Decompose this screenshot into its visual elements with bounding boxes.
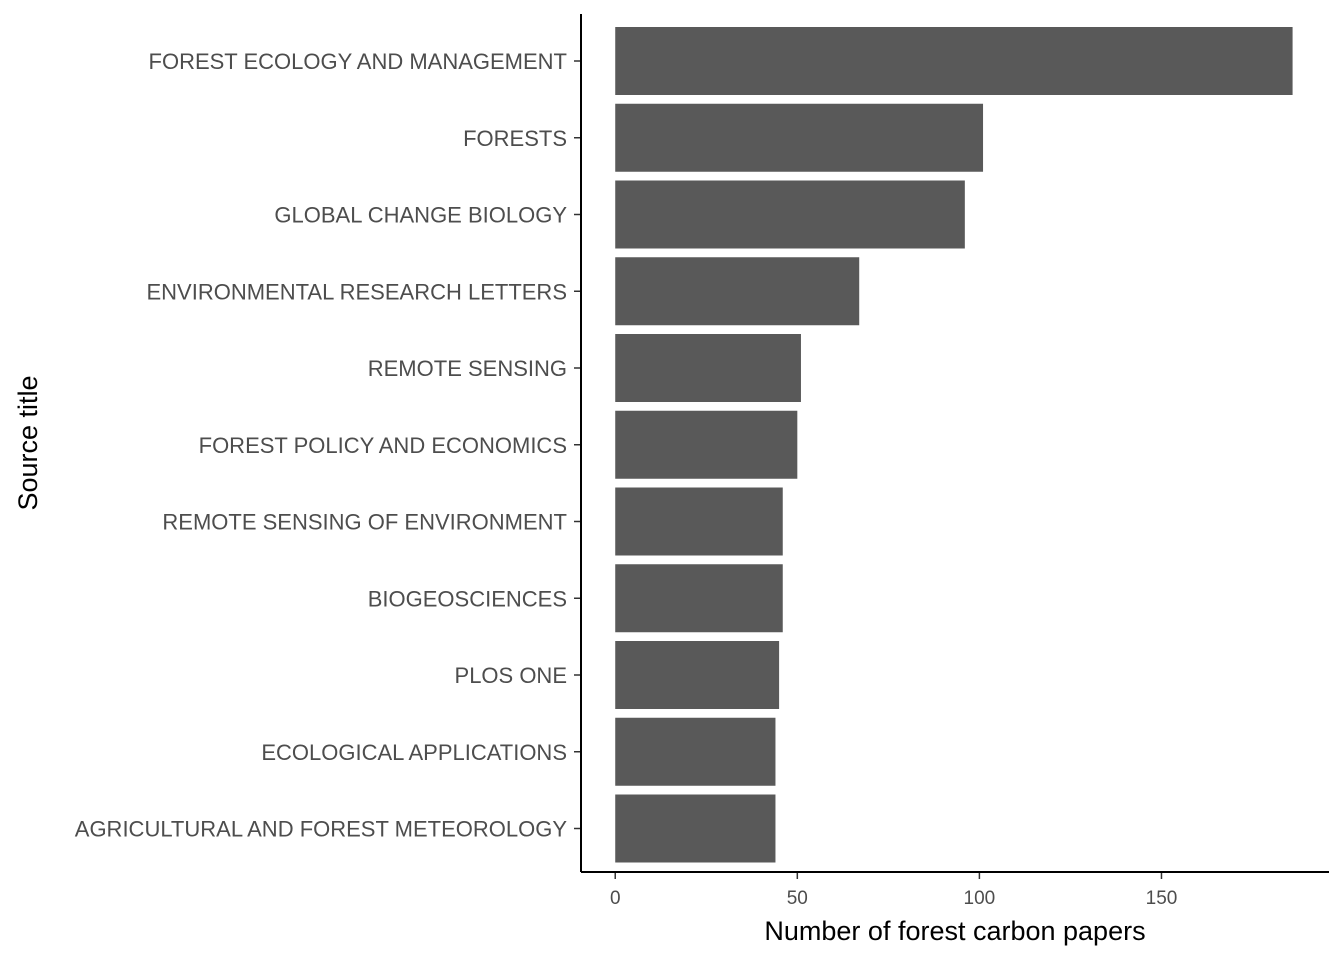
bar [615,641,780,709]
y-tick-label: REMOTE SENSING OF ENVIRONMENT [162,510,567,535]
y-tick-label: AGRICULTURAL AND FOREST METEOROLOGY [75,817,568,842]
bar [615,564,783,633]
y-axis-ticks: FOREST ECOLOGY AND MANAGEMENT FORESTS GLOB… [75,49,581,842]
x-tick-label: 100 [964,888,996,909]
y-tick-label: FORESTS [463,126,567,151]
x-tick-label: 0 [610,888,621,909]
x-axis-title: Number of forest carbon papers [764,916,1145,946]
x-axis-ticks: 0 50 100 150 [610,872,1177,909]
y-tick-label: GLOBAL CHANGE BIOLOGY [274,203,567,228]
bar [615,487,783,556]
y-tick-label: ENVIRONMENTAL RESEARCH LETTERS [146,279,567,304]
y-tick-label: PLOS ONE [455,663,567,688]
y-tick-label: FOREST POLICY AND ECONOMICS [199,433,567,458]
bar [615,27,1293,95]
bar [615,257,860,326]
bar [615,103,984,172]
bar [615,717,776,786]
bar [615,180,965,249]
x-tick-label: 50 [787,888,808,909]
y-tick-label: FOREST ECOLOGY AND MANAGEMENT [149,49,567,74]
y-tick-label: ECOLOGICAL APPLICATIONS [261,740,567,765]
y-tick-label: REMOTE SENSING [368,356,567,381]
bar [615,794,776,863]
x-tick-label: 150 [1146,888,1178,909]
y-axis-title: Source title [13,375,43,510]
bar [615,410,798,479]
bar [615,334,801,402]
y-tick-label: BIOGEOSCIENCES [368,586,567,611]
bars-group [615,27,1293,863]
